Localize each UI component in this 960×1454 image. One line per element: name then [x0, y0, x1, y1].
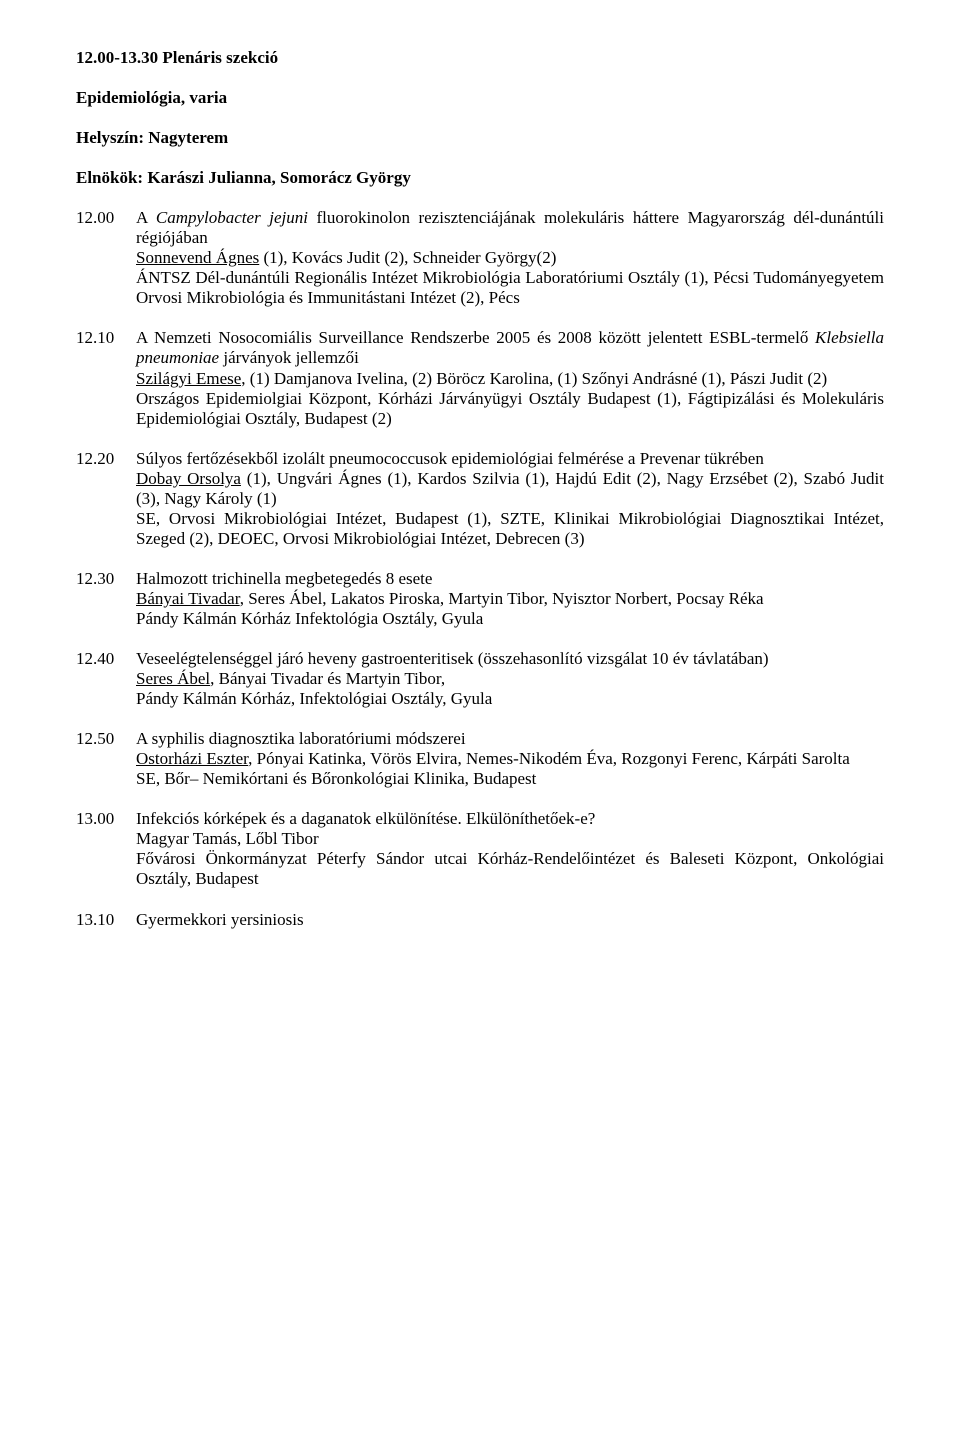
entry-title: A syphilis diagnosztika laboratóriumi mó… — [136, 729, 884, 749]
entry-time: 12.40 — [76, 649, 136, 709]
entry-title: A Nemzeti Nosocomiális Surveillance Rend… — [136, 328, 884, 368]
entry-affiliation: Pándy Kálmán Kórház, Infektológiai Osztá… — [136, 689, 884, 709]
author-presenter: Szilágyi Emese, — [136, 369, 246, 388]
entry-time: 12.50 — [76, 729, 136, 789]
program-entry: 13.10Gyermekkori yersiniosis — [76, 910, 884, 930]
chairs-value: Karászi Julianna, Somorácz György — [147, 168, 410, 187]
entries-list: 12.00A Campylobacter jejuni fluorokinolo… — [76, 208, 884, 929]
program-entry: 12.30Halmozott trichinella megbetegedés … — [76, 569, 884, 629]
program-entry: 13.00Infekciós kórképek és a daganatok e… — [76, 809, 884, 889]
program-entry: 12.00A Campylobacter jejuni fluorokinolo… — [76, 208, 884, 308]
chairs-label: Elnökök: — [76, 168, 143, 187]
entry-time: 13.00 — [76, 809, 136, 889]
entry-affiliation: Fővárosi Önkormányzat Péterfy Sándor utc… — [136, 849, 884, 889]
entry-time: 12.00 — [76, 208, 136, 308]
entry-content: A Campylobacter jejuni fluorokinolon rez… — [136, 208, 884, 308]
entry-affiliation: SE, Bőr– Nemikórtani és Bőronkológiai Kl… — [136, 769, 884, 789]
entry-content: Halmozott trichinella megbetegedés 8 ese… — [136, 569, 884, 629]
entry-affiliation: Pándy Kálmán Kórház Infektológia Osztály… — [136, 609, 884, 629]
entry-content: A Nemzeti Nosocomiális Surveillance Rend… — [136, 328, 884, 428]
title-prefix: Halmozott trichinella megbetegedés 8 ese… — [136, 569, 432, 588]
entry-authors: Sonnevend Ágnes (1), Kovács Judit (2), S… — [136, 248, 884, 268]
title-suffix: járványok jellemzői — [219, 348, 359, 367]
entry-authors: Seres Ábel, Bányai Tivadar és Martyin Ti… — [136, 669, 884, 689]
author-presenter: Dobay Orsolya — [136, 469, 241, 488]
program-entry: 12.40Veseelégtelenséggel járó heveny gas… — [76, 649, 884, 709]
entry-time: 12.20 — [76, 449, 136, 549]
program-entry: 12.20Súlyos fertőzésekből izolált pneumo… — [76, 449, 884, 549]
authors-rest: (1), Ungvári Ágnes (1), Kardos Szilvia (… — [136, 469, 884, 508]
program-entry: 12.50A syphilis diagnosztika laboratóriu… — [76, 729, 884, 789]
entry-time: 13.10 — [76, 910, 136, 930]
title-prefix: Infekciós kórképek és a daganatok elkülö… — [136, 809, 595, 828]
session-location-line: Helyszín: Nagyterem — [76, 128, 884, 148]
authors-rest: Magyar Tamás, Lőbl Tibor — [136, 829, 319, 848]
entry-content: A syphilis diagnosztika laboratóriumi mó… — [136, 729, 884, 789]
title-prefix: Gyermekkori yersiniosis — [136, 910, 304, 929]
authors-rest: (1) Damjanova Ivelina, (2) Böröcz Karoli… — [246, 369, 828, 388]
entry-title: Súlyos fertőzésekből izolált pneumococcu… — [136, 449, 884, 469]
author-presenter: Sonnevend Ágnes — [136, 248, 259, 267]
entry-time: 12.10 — [76, 328, 136, 428]
authors-rest: (1), Kovács Judit (2), Schneider György(… — [259, 248, 556, 267]
entry-content: Súlyos fertőzésekből izolált pneumococcu… — [136, 449, 884, 549]
entry-authors: Ostorházi Eszter, Pónyai Katinka, Vörös … — [136, 749, 884, 769]
entry-content: Gyermekkori yersiniosis — [136, 910, 884, 930]
title-prefix: A — [136, 208, 156, 227]
entry-authors: Magyar Tamás, Lőbl Tibor — [136, 829, 884, 849]
entry-time: 12.30 — [76, 569, 136, 629]
authors-rest: , Pónyai Katinka, Vörös Elvira, Nemes-Ni… — [248, 749, 850, 768]
entry-content: Veseelégtelenséggel járó heveny gastroen… — [136, 649, 884, 709]
title-prefix: Súlyos fertőzésekből izolált pneumococcu… — [136, 449, 764, 468]
author-presenter: Bányai Tivadar — [136, 589, 240, 608]
title-prefix: Veseelégtelenséggel járó heveny gastroen… — [136, 649, 769, 668]
session-title-suffix: Plenáris szekció — [162, 48, 278, 67]
entry-authors: Szilágyi Emese, (1) Damjanova Ivelina, (… — [136, 369, 884, 389]
title-prefix: A Nemzeti Nosocomiális Surveillance Rend… — [136, 328, 815, 347]
entry-affiliation: ÁNTSZ Dél-dunántúli Regionális Intézet M… — [136, 268, 884, 308]
author-presenter: Seres Ábel — [136, 669, 210, 688]
entry-authors: Bányai Tivadar, Seres Ábel, Lakatos Piro… — [136, 589, 884, 609]
entry-title: Halmozott trichinella megbetegedés 8 ese… — [136, 569, 884, 589]
session-header: 12.00-13.30 Plenáris szekció — [76, 48, 884, 68]
session-time-range: 12.00-13.30 — [76, 48, 158, 67]
entry-title: Infekciós kórképek és a daganatok elkülö… — [136, 809, 884, 829]
entry-affiliation: Országos Epidemiolgiai Központ, Kórházi … — [136, 389, 884, 429]
author-presenter: Ostorházi Eszter — [136, 749, 248, 768]
entry-authors: Dobay Orsolya (1), Ungvári Ágnes (1), Ka… — [136, 469, 884, 509]
location-label: Helyszín: — [76, 128, 144, 147]
session-chairs-line: Elnökök: Karászi Julianna, Somorácz Györ… — [76, 168, 884, 188]
entry-title: Gyermekkori yersiniosis — [136, 910, 884, 930]
title-italic: Campylobacter jejuni — [156, 208, 308, 227]
entry-content: Infekciós kórképek és a daganatok elkülö… — [136, 809, 884, 889]
entry-affiliation: SE, Orvosi Mikrobiológiai Intézet, Budap… — [136, 509, 884, 549]
program-entry: 12.10A Nemzeti Nosocomiális Surveillance… — [76, 328, 884, 428]
entry-title: A Campylobacter jejuni fluorokinolon rez… — [136, 208, 884, 248]
location-value: Nagyterem — [148, 128, 228, 147]
authors-rest: , Seres Ábel, Lakatos Piroska, Martyin T… — [240, 589, 764, 608]
authors-rest: , Bányai Tivadar és Martyin Tibor, — [210, 669, 445, 688]
title-prefix: A syphilis diagnosztika laboratóriumi mó… — [136, 729, 466, 748]
session-topic: Epidemiológia, varia — [76, 88, 884, 108]
entry-title: Veseelégtelenséggel járó heveny gastroen… — [136, 649, 884, 669]
